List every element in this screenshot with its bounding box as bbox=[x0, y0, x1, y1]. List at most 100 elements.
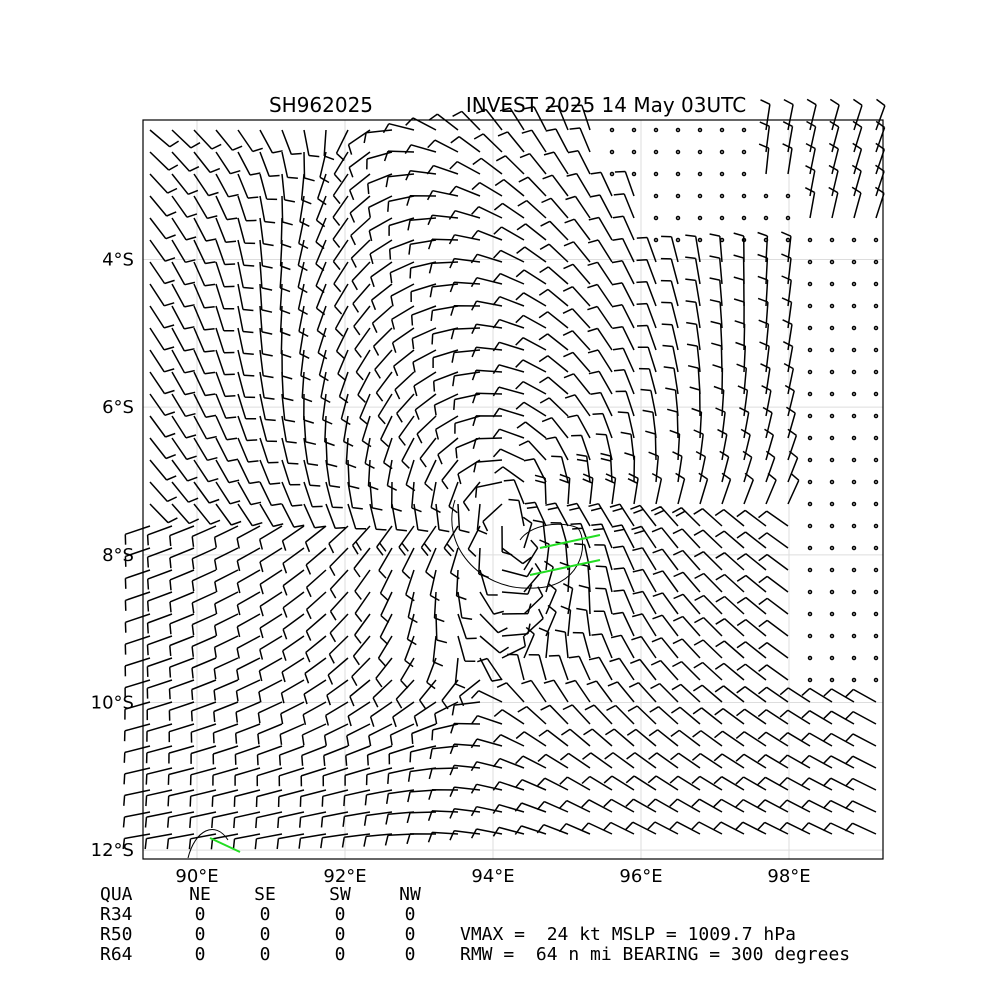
wind-barb bbox=[449, 829, 481, 841]
table-cell: 0 bbox=[335, 924, 346, 945]
calm-dot bbox=[851, 677, 857, 683]
wind-barb bbox=[779, 821, 811, 835]
wind-barb bbox=[471, 323, 503, 335]
wind-barb bbox=[124, 613, 151, 633]
wind-barb bbox=[822, 822, 855, 835]
wind-barb bbox=[496, 682, 525, 703]
wind-barb bbox=[709, 277, 723, 307]
table-cell: 0 bbox=[195, 904, 206, 925]
wind-barb bbox=[237, 239, 255, 267]
wind-barb bbox=[479, 657, 503, 682]
calm-dot bbox=[763, 193, 769, 199]
wind-barb bbox=[401, 437, 415, 469]
calm-dot bbox=[653, 127, 659, 133]
wind-barb bbox=[237, 437, 259, 463]
wind-barb bbox=[492, 295, 525, 307]
wind-barb bbox=[280, 217, 292, 249]
wind-barb bbox=[851, 186, 862, 219]
wind-barb bbox=[787, 472, 800, 505]
wind-barb bbox=[492, 386, 525, 397]
wind-barb bbox=[523, 562, 542, 593]
wind-barb bbox=[670, 706, 701, 725]
wind-barb bbox=[823, 710, 855, 725]
wind-barb bbox=[396, 393, 415, 423]
wind-barb bbox=[448, 234, 481, 245]
wind-barb bbox=[124, 701, 151, 720]
wind-barb bbox=[501, 525, 513, 556]
calm-dot bbox=[675, 215, 681, 221]
wind-barb bbox=[828, 164, 839, 197]
wind-barb bbox=[450, 327, 481, 340]
wind-barb bbox=[589, 194, 613, 219]
wind-barb bbox=[366, 745, 393, 766]
wind-barb bbox=[516, 223, 547, 241]
wind-barb bbox=[735, 821, 767, 835]
wind-barb bbox=[709, 233, 723, 263]
wind-barb bbox=[567, 414, 591, 439]
wind-barb bbox=[781, 275, 792, 307]
wind-barb bbox=[515, 337, 547, 351]
wind-barb bbox=[691, 752, 723, 769]
wind-barb bbox=[564, 218, 591, 241]
wind-barb bbox=[452, 371, 481, 387]
wind-barb bbox=[395, 679, 415, 709]
wind-barb bbox=[538, 311, 569, 329]
wind-barb bbox=[632, 590, 657, 615]
calm-dot bbox=[675, 171, 681, 177]
calm-dot bbox=[873, 457, 879, 463]
wind-barb bbox=[613, 193, 635, 219]
wind-barb bbox=[347, 503, 367, 530]
wind-barb bbox=[259, 217, 274, 247]
wind-barb bbox=[545, 502, 569, 527]
wind-barb bbox=[779, 799, 811, 813]
wind-barb bbox=[536, 800, 569, 813]
wind-barb bbox=[492, 341, 525, 352]
wind-barb bbox=[479, 613, 508, 634]
wind-barb bbox=[213, 657, 239, 680]
wind-barb bbox=[333, 261, 349, 293]
wind-barb bbox=[470, 738, 503, 749]
wind-barb bbox=[470, 229, 503, 241]
wind-barb bbox=[757, 709, 789, 725]
wind-barb bbox=[237, 371, 256, 399]
wind-barb bbox=[590, 171, 613, 197]
wind-barb bbox=[366, 151, 393, 170]
wind-barb bbox=[257, 723, 283, 745]
wind-barb bbox=[123, 789, 151, 806]
wind-barb bbox=[259, 459, 281, 485]
wind-barb bbox=[413, 503, 429, 532]
table-cell: 0 bbox=[405, 904, 416, 925]
wind-barb bbox=[600, 452, 613, 483]
wind-barb bbox=[259, 349, 274, 379]
wind-barb bbox=[237, 481, 262, 506]
calm-dot bbox=[807, 523, 813, 529]
wind-barb bbox=[215, 481, 241, 505]
wind-barb bbox=[434, 415, 459, 440]
wind-barb bbox=[237, 283, 254, 312]
wind-barb bbox=[169, 635, 195, 656]
wind-contour bbox=[209, 837, 241, 853]
wind-barb bbox=[237, 195, 257, 222]
wind-barb bbox=[325, 459, 341, 489]
wind-barb bbox=[149, 173, 178, 194]
wind-barb bbox=[367, 195, 393, 218]
wind-barb bbox=[595, 587, 613, 615]
wind-barb bbox=[514, 825, 547, 835]
wind-barb bbox=[743, 472, 755, 505]
wind-barb bbox=[764, 428, 775, 461]
wind-barb bbox=[215, 195, 238, 221]
table-header: QUA bbox=[100, 884, 133, 905]
wind-barb bbox=[515, 292, 547, 307]
wind-barb bbox=[540, 220, 569, 241]
wind-barb bbox=[563, 263, 591, 285]
calm-dot bbox=[653, 215, 659, 221]
wind-barb bbox=[572, 631, 591, 659]
wind-barb bbox=[171, 283, 195, 308]
calm-dot bbox=[851, 325, 857, 331]
table-cell: 0 bbox=[195, 944, 206, 965]
wind-barb bbox=[323, 129, 335, 161]
calm-dot bbox=[851, 633, 857, 639]
wind-barb bbox=[171, 173, 199, 195]
calm-dot bbox=[719, 171, 725, 177]
wind-barb bbox=[603, 775, 635, 791]
